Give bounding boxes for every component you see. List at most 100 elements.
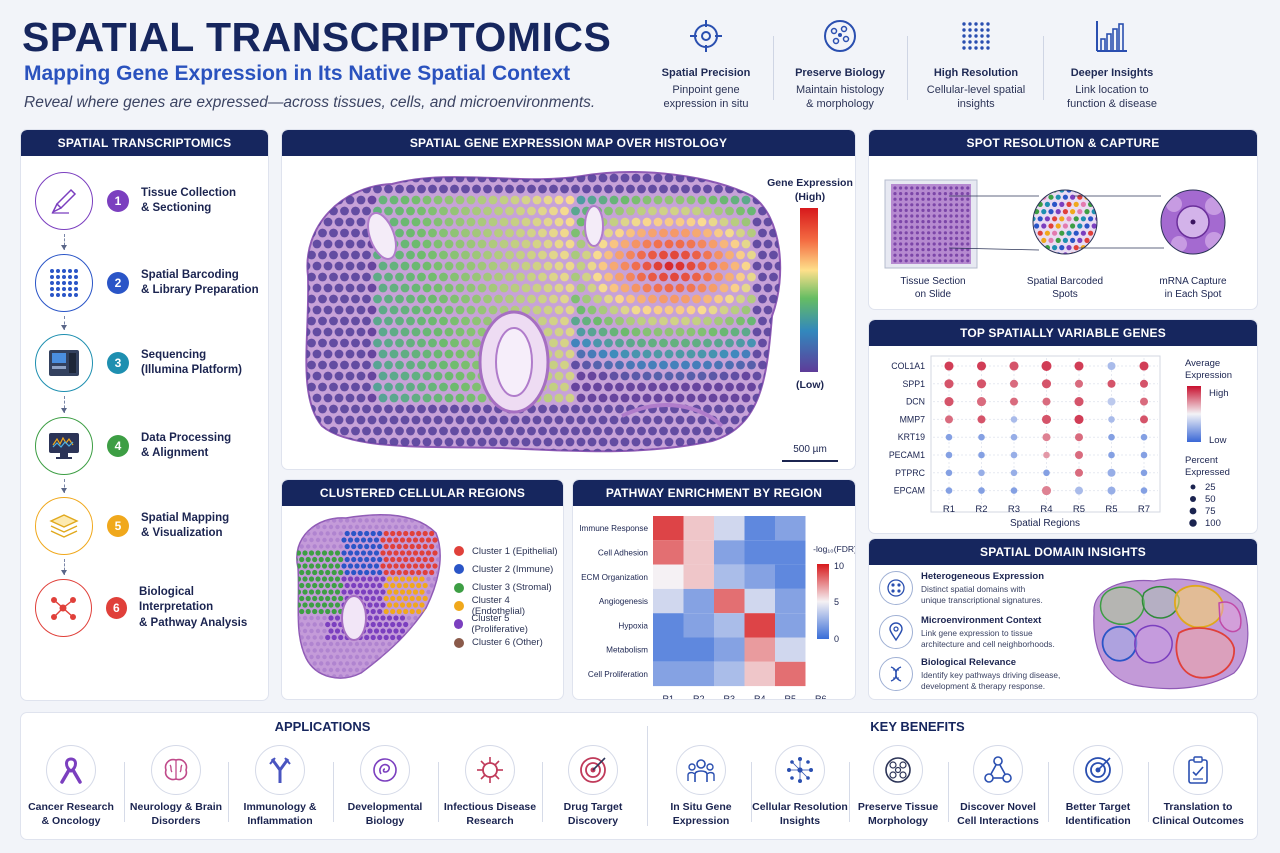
cluster-spot bbox=[322, 628, 327, 634]
slide-spot bbox=[915, 225, 919, 229]
expression-spot bbox=[576, 327, 586, 337]
expression-spot bbox=[719, 173, 729, 183]
slide-spot bbox=[893, 186, 897, 190]
expression-spot bbox=[659, 206, 668, 216]
percent-size-legend-label: 75 bbox=[1205, 506, 1216, 517]
cluster-spot bbox=[334, 602, 341, 608]
expression-spot bbox=[494, 426, 503, 436]
expression-spot bbox=[675, 371, 685, 381]
expression-spot bbox=[417, 294, 426, 304]
expression-spot bbox=[345, 349, 355, 359]
expression-spot bbox=[686, 437, 696, 447]
expression-spot bbox=[477, 393, 487, 403]
expression-spot bbox=[642, 239, 652, 249]
slide-spot bbox=[921, 236, 925, 240]
insight-desc: Distinct spatial domains with unique tra… bbox=[921, 584, 1043, 605]
expression-spot bbox=[565, 371, 575, 381]
expression-spot bbox=[532, 239, 542, 249]
expression-spot bbox=[428, 360, 437, 370]
expression-spot bbox=[389, 437, 399, 447]
expression-spot bbox=[395, 316, 404, 326]
expression-spot bbox=[791, 361, 800, 370]
expression-spot bbox=[615, 404, 624, 414]
cluster-spot bbox=[364, 661, 369, 666]
cluster-spot bbox=[387, 524, 392, 530]
expression-spot bbox=[686, 305, 696, 315]
expression-spot bbox=[719, 327, 729, 337]
expression-spot bbox=[703, 294, 712, 304]
expression-spot bbox=[384, 272, 393, 282]
cluster-spot bbox=[397, 674, 402, 679]
expression-spot bbox=[565, 283, 575, 293]
expression-spot bbox=[659, 316, 668, 326]
expression-spot bbox=[466, 437, 476, 447]
expression-spot bbox=[516, 184, 525, 194]
slide-spot bbox=[893, 197, 897, 201]
cluster-spot bbox=[399, 563, 406, 569]
cluster-spot bbox=[429, 530, 435, 537]
expression-spot bbox=[609, 415, 619, 425]
slide-spot bbox=[915, 236, 919, 240]
benefit-item: In Situ Gene Expression bbox=[649, 745, 753, 828]
slide-spot bbox=[904, 214, 908, 218]
expression-spot bbox=[774, 327, 781, 337]
expression-spot bbox=[477, 437, 487, 447]
slide-spot bbox=[899, 192, 903, 196]
cluster-spot bbox=[332, 648, 337, 653]
cluster-spot bbox=[354, 654, 360, 660]
expression-spot bbox=[483, 250, 492, 260]
cluster-spot bbox=[302, 537, 308, 543]
item-divider bbox=[123, 762, 125, 822]
expression-spot bbox=[340, 426, 349, 436]
slide-spot bbox=[932, 197, 936, 201]
expression-spot bbox=[521, 217, 531, 227]
cluster-spot bbox=[377, 543, 383, 550]
slide-spot bbox=[943, 253, 947, 257]
item-divider bbox=[1048, 762, 1049, 822]
expression-spot bbox=[736, 382, 745, 392]
slide-spot bbox=[927, 225, 931, 229]
expression-spot bbox=[488, 217, 498, 227]
slide-spot bbox=[910, 186, 914, 190]
expression-spot bbox=[554, 283, 564, 293]
expression-spot bbox=[334, 349, 344, 359]
barcode-spot bbox=[1033, 216, 1036, 222]
expression-spot bbox=[598, 437, 608, 447]
benefit-label: Preserve Tissue Morphology bbox=[857, 801, 939, 827]
expression-spot bbox=[626, 250, 635, 260]
expression-spot bbox=[499, 239, 509, 249]
expression-spot bbox=[703, 316, 712, 326]
cluster-spot bbox=[309, 654, 314, 660]
expression-spot bbox=[499, 283, 509, 293]
feature-title: Preserve Biology bbox=[795, 67, 885, 79]
expression-spot bbox=[681, 426, 690, 436]
expression-spot bbox=[593, 404, 602, 414]
slide-spot bbox=[915, 231, 919, 235]
expression-spot bbox=[714, 250, 723, 260]
application-item: Developmental Biology bbox=[333, 745, 437, 828]
cluster-spot bbox=[432, 641, 438, 647]
cluster-spot bbox=[403, 674, 408, 679]
cluster-spot bbox=[377, 608, 383, 615]
expression-spot bbox=[461, 228, 470, 238]
slide-spot bbox=[932, 231, 936, 235]
expression-spot bbox=[604, 250, 613, 260]
cluster-spot bbox=[387, 654, 392, 660]
cluster-spot bbox=[360, 537, 367, 543]
expression-spot bbox=[686, 415, 696, 425]
expression-spot bbox=[450, 294, 459, 304]
slide-spot bbox=[966, 253, 970, 257]
spot-label-tissue-section: Tissue Section on Slide bbox=[900, 276, 966, 300]
expression-spot bbox=[703, 272, 712, 282]
cluster-spot bbox=[429, 583, 434, 588]
cluster-spot bbox=[322, 514, 327, 517]
expression-spot bbox=[433, 261, 443, 271]
expression-spot bbox=[752, 327, 762, 337]
cluster-spot bbox=[443, 583, 447, 587]
cluster-spot bbox=[348, 667, 353, 673]
cluster-spot bbox=[374, 654, 379, 660]
barcode-spot bbox=[1059, 245, 1065, 251]
expression-spot bbox=[714, 316, 723, 326]
cluster-spot bbox=[384, 648, 389, 653]
